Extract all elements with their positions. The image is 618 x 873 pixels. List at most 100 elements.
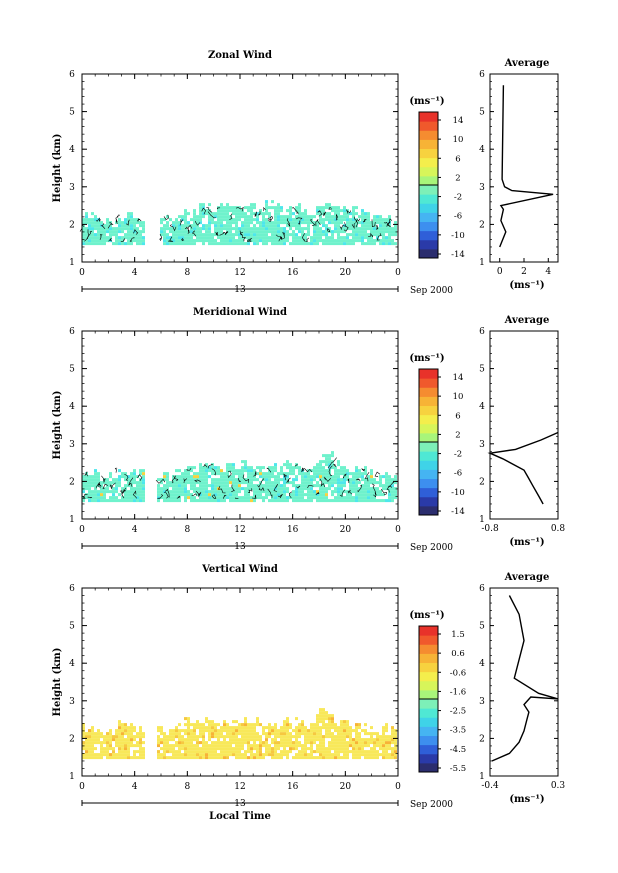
heatmap-cell — [94, 732, 97, 736]
heatmap-cell — [82, 481, 85, 485]
heatmap-cell — [109, 738, 112, 742]
heatmap-cell — [187, 242, 190, 246]
heatmap-cell — [181, 227, 184, 231]
contour-line — [229, 213, 233, 221]
heatmap-cell — [172, 239, 175, 243]
heatmap-cell — [175, 735, 178, 739]
heatmap-cell — [313, 490, 316, 494]
heatmap-cell — [319, 753, 322, 757]
heatmap-cell — [223, 239, 226, 243]
heatmap-cell — [118, 218, 121, 222]
heatmap-cell — [319, 741, 322, 745]
heatmap-cell — [259, 750, 262, 754]
heatmap-cell — [304, 221, 307, 225]
heatmap-cell — [160, 490, 163, 494]
heatmap-cell — [256, 242, 259, 246]
contour-line — [371, 219, 376, 227]
heatmap-cell — [238, 744, 241, 748]
heatmap-cell — [316, 747, 319, 751]
heatmap-cell — [142, 221, 145, 225]
heatmap-cell — [271, 741, 274, 745]
heatmap-cell — [379, 747, 382, 751]
heatmap-cell — [211, 493, 214, 497]
heatmap-cell — [109, 472, 112, 476]
heatmap-cell — [232, 487, 235, 491]
heatmap-cell — [211, 481, 214, 485]
heatmap-cell — [199, 472, 202, 476]
heatmap-cell — [127, 484, 130, 488]
heatmap-cell — [82, 239, 85, 243]
x-axis-label: Local Time — [209, 811, 271, 822]
heatmap-cell — [166, 744, 169, 748]
heatmap-cell — [334, 230, 337, 234]
heatmap-cell — [103, 496, 106, 500]
heatmap-cell — [91, 236, 94, 240]
heatmap-cell — [295, 233, 298, 237]
heatmap-cell — [244, 212, 247, 216]
heatmap-cell — [265, 726, 268, 730]
heatmap-cell — [115, 741, 118, 745]
heatmap-cell — [325, 463, 328, 467]
heatmap-cell — [190, 747, 193, 751]
heatmap-cell — [118, 753, 121, 757]
heatmap-cell — [280, 215, 283, 219]
heatmap-cell — [214, 478, 217, 482]
heatmap-cell — [112, 756, 115, 760]
heatmap-cell — [178, 496, 181, 500]
heatmap-cell — [175, 242, 178, 246]
heatmap-cell — [196, 218, 199, 222]
heatmap-cell — [208, 221, 211, 225]
heatmap-cell — [313, 239, 316, 243]
heatmap-cell — [193, 242, 196, 246]
heatmap-cell — [175, 236, 178, 240]
heatmap-cell — [136, 499, 139, 503]
colorbar-segment — [419, 166, 438, 177]
heatmap-cell — [364, 738, 367, 742]
heatmap-cell — [229, 493, 232, 497]
heatmap-cell — [196, 723, 199, 727]
heatmap-cell — [181, 472, 184, 476]
contour-line — [305, 237, 310, 242]
heatmap-cell — [331, 744, 334, 748]
heatmap-cell — [352, 475, 355, 479]
heatmap-cell — [241, 744, 244, 748]
contour-line — [307, 484, 314, 489]
heatmap-cell — [355, 475, 358, 479]
heatmap-cell — [340, 735, 343, 739]
heatmap-cell — [91, 239, 94, 243]
heatmap-cell — [253, 735, 256, 739]
heatmap-cell — [217, 466, 220, 470]
heatmap-cell — [100, 735, 103, 739]
heatmap-cell — [316, 233, 319, 237]
heatmap-cell — [253, 233, 256, 237]
heatmap-cell — [256, 472, 259, 476]
heatmap-cell — [229, 230, 232, 234]
heatmap-cell — [295, 490, 298, 494]
heatmap-cell — [262, 756, 265, 760]
heatmap-cell — [109, 481, 112, 485]
heatmap-cell — [226, 729, 229, 733]
heatmap-cell — [334, 490, 337, 494]
heatmap-cell — [124, 750, 127, 754]
heatmap-cell — [178, 735, 181, 739]
heatmap-cell — [238, 230, 241, 234]
heatmap-cell — [346, 729, 349, 733]
heatmap-cell — [388, 478, 391, 482]
heatmap-cell — [328, 457, 331, 461]
heatmap-cell — [187, 750, 190, 754]
heatmap-cell — [391, 487, 394, 491]
heatmap-cell — [373, 227, 376, 231]
heatmap-cell — [232, 750, 235, 754]
contour-line — [82, 493, 88, 499]
contour-line — [119, 487, 127, 495]
heatmap-cell — [337, 227, 340, 231]
heatmap-cell — [133, 735, 136, 739]
heatmap-cell — [91, 496, 94, 500]
heatmap-cell — [292, 741, 295, 745]
heatmap-cell — [349, 750, 352, 754]
heatmap-cell — [334, 227, 337, 231]
heatmap-cell — [124, 218, 127, 222]
heatmap-cell — [259, 723, 262, 727]
